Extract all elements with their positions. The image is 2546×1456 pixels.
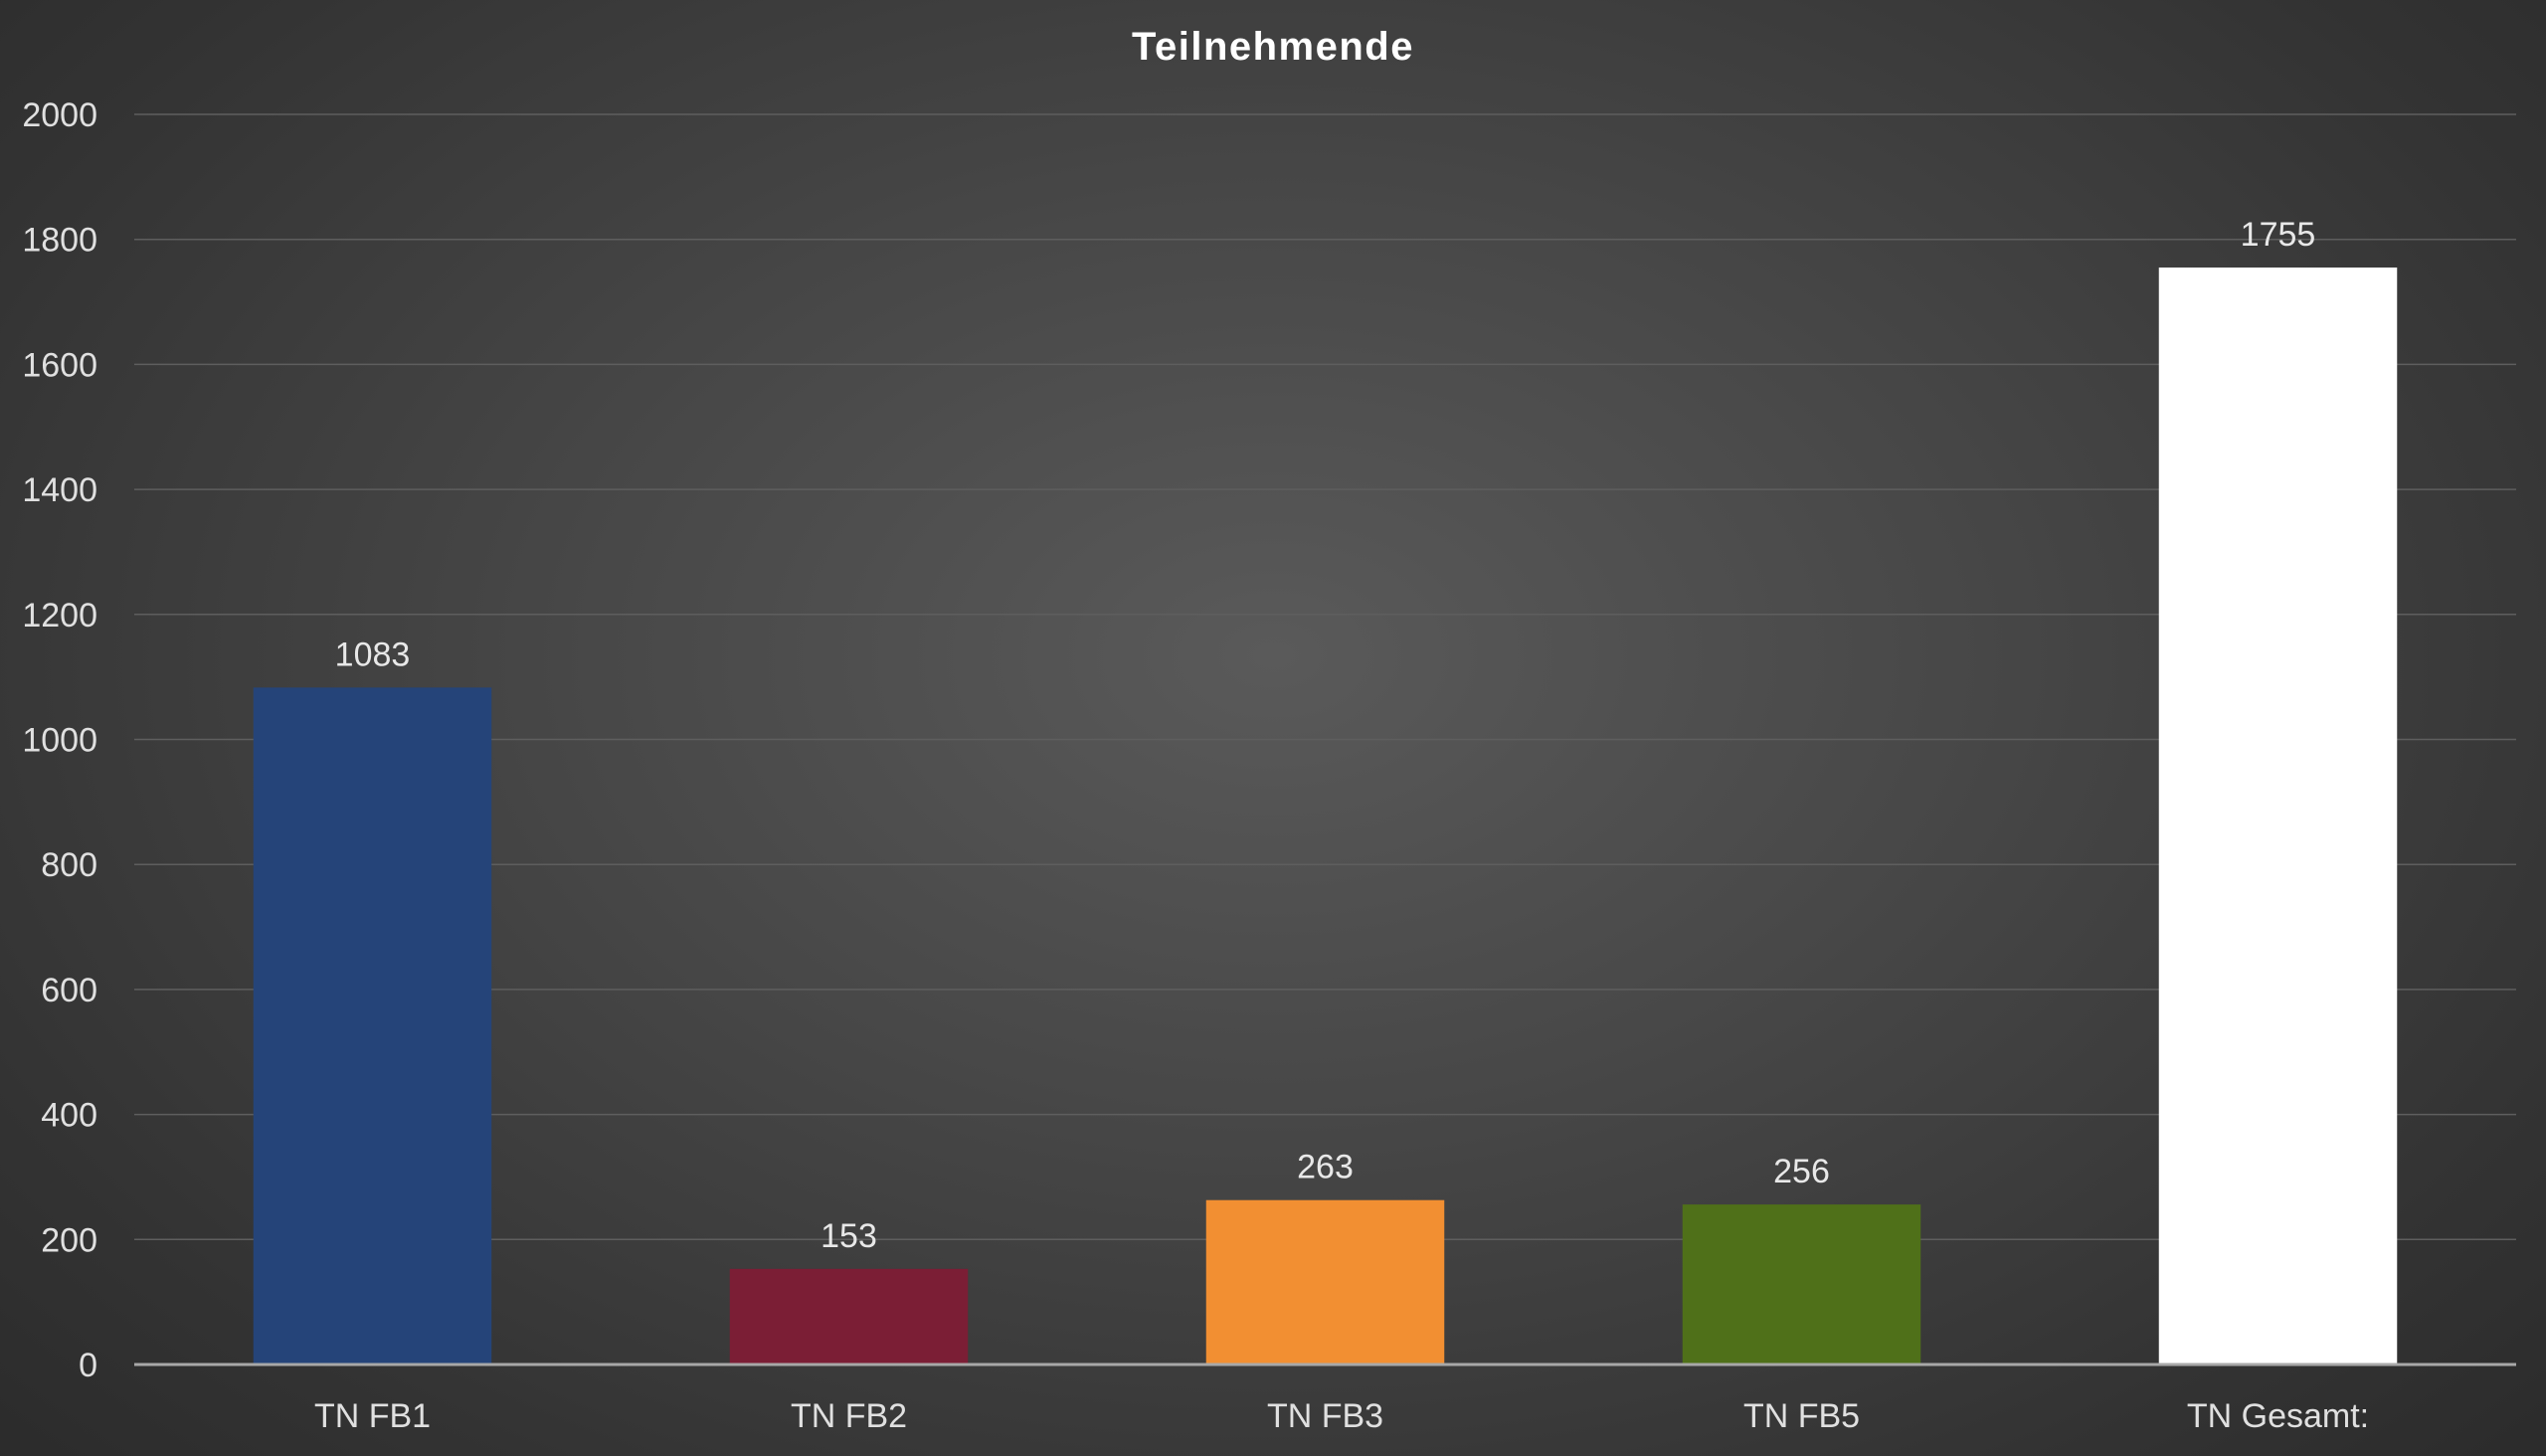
x-category-label: TN FB3 xyxy=(1267,1397,1383,1435)
chart-title: Teilnehmende xyxy=(1132,25,1414,69)
data-label: 256 xyxy=(1773,1153,1830,1190)
y-tick-label: 1200 xyxy=(22,597,97,635)
bar xyxy=(253,687,492,1365)
data-labels: 1083 153 263 256 1755 xyxy=(335,216,2316,1255)
x-category-label: TN FB2 xyxy=(791,1397,907,1435)
y-tick-label: 200 xyxy=(41,1221,97,1259)
x-category-label: TN FB5 xyxy=(1743,1397,1860,1435)
x-category-label: TN FB1 xyxy=(314,1397,431,1435)
y-axis-ticks: 0 200 400 600 800 1000 1200 1400 1600 1800 2000 xyxy=(22,96,97,1384)
bar xyxy=(1682,1204,1921,1365)
y-tick-label: 2000 xyxy=(22,96,97,134)
y-tick-label: 800 xyxy=(41,846,97,884)
x-category-label: TN Gesamt: xyxy=(2187,1397,2369,1435)
x-axis-categories: TN FB1 TN FB2 TN FB3 TN FB5 TN Gesamt: xyxy=(314,1397,2369,1435)
data-label: 1755 xyxy=(2241,216,2316,254)
data-label: 153 xyxy=(820,1217,877,1255)
bar xyxy=(1205,1199,1445,1365)
bars xyxy=(253,267,2398,1365)
y-tick-label: 1800 xyxy=(22,222,97,260)
y-tick-label: 1000 xyxy=(22,722,97,760)
gridlines xyxy=(134,113,2516,1241)
y-tick-label: 600 xyxy=(41,972,97,1009)
bar xyxy=(729,1268,969,1365)
data-label: 1083 xyxy=(335,636,411,673)
y-tick-label: 400 xyxy=(41,1097,97,1135)
y-tick-label: 0 xyxy=(79,1347,97,1384)
y-tick-label: 1600 xyxy=(22,346,97,384)
bar xyxy=(2158,267,2398,1365)
data-label: 263 xyxy=(1297,1149,1354,1186)
y-tick-label: 1400 xyxy=(22,471,97,509)
